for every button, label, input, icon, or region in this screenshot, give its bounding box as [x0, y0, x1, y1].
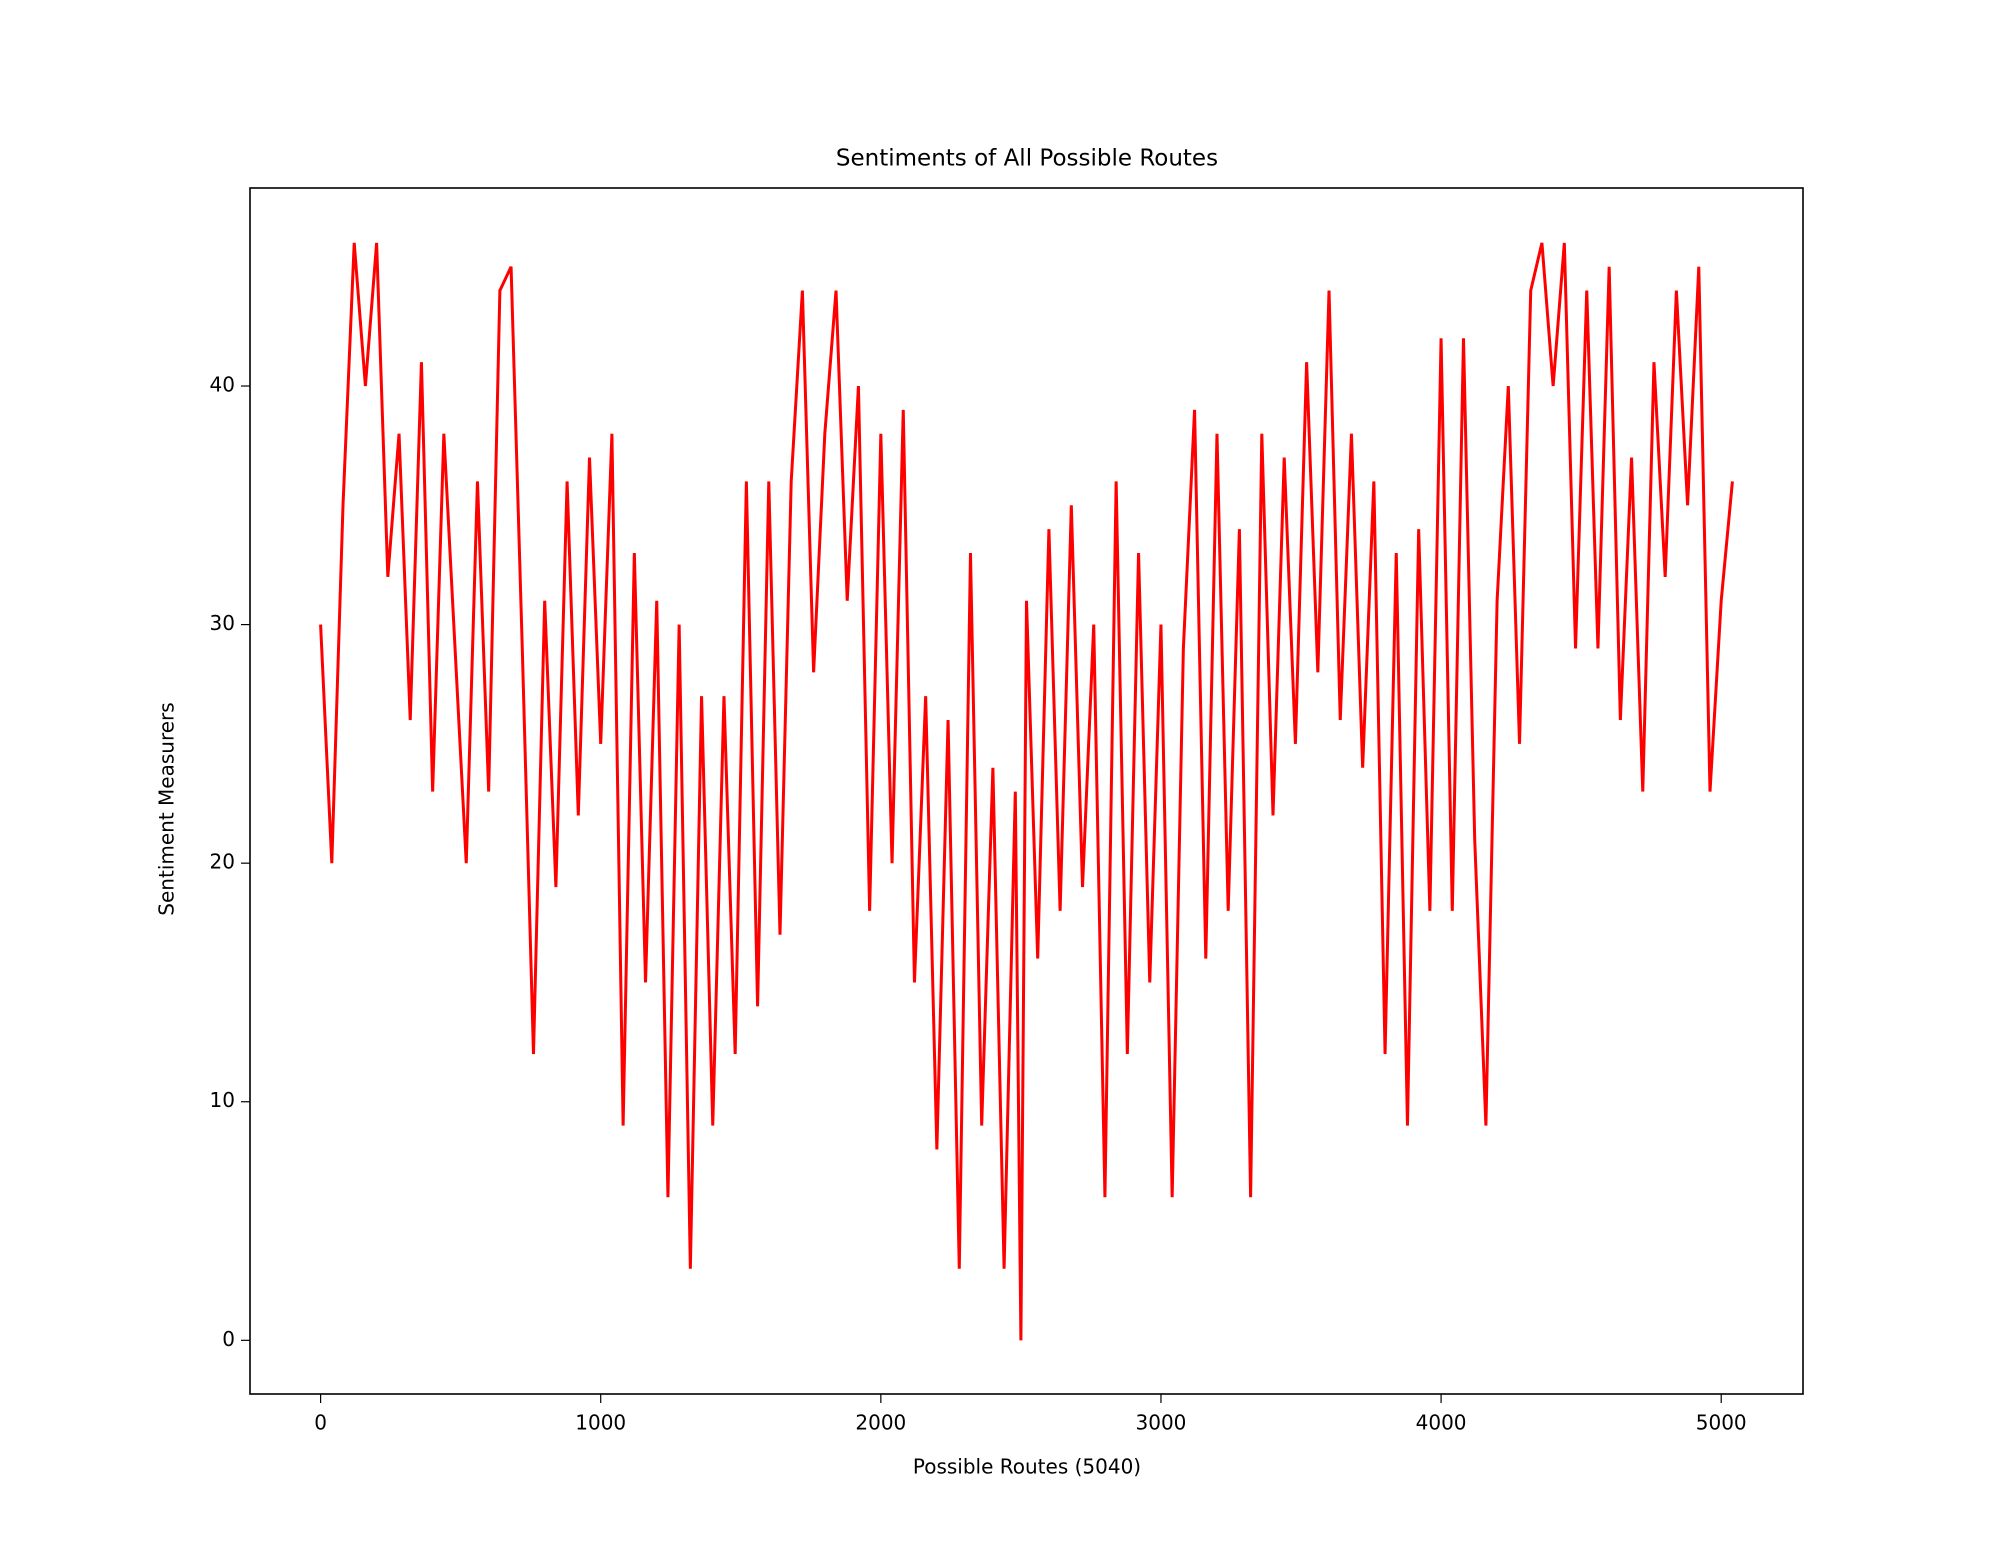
x-tick-label: 0: [314, 1411, 327, 1435]
y-tick-label: 40: [210, 373, 235, 397]
y-tick-label: 10: [210, 1088, 235, 1112]
x-tick-label: 2000: [855, 1411, 906, 1435]
x-tick-label: 4000: [1416, 1411, 1467, 1435]
x-tick-label: 3000: [1136, 1411, 1187, 1435]
data-line: [319, 242, 1734, 1341]
x-tick-label: 5000: [1696, 1411, 1747, 1435]
chart-title: Sentiments of All Possible Routes: [836, 146, 1218, 172]
x-tick-label: 1000: [575, 1411, 626, 1435]
y-tick-label: 0: [222, 1327, 235, 1351]
plot-frame: [249, 187, 1804, 1395]
x-axis-label: Possible Routes (5040): [913, 1455, 1141, 1479]
y-tick-label: 20: [210, 850, 235, 874]
y-axis-label: Sentiment Measurers: [155, 702, 179, 915]
y-tick-label: 30: [210, 611, 235, 635]
